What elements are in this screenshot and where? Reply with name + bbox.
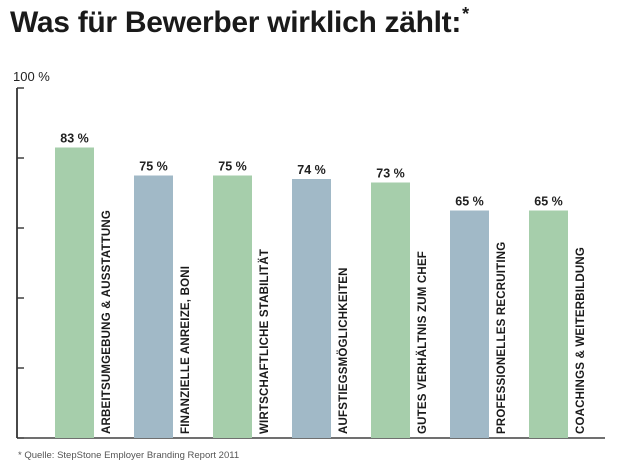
- bar-value-label-1: 83 %: [60, 132, 89, 146]
- bar-value-label-5: 73 %: [376, 167, 405, 181]
- category-label-5: GUTES VERHÄLTNIS ZUM CHEF: [416, 251, 429, 434]
- y-tick-label-top: 100 %: [13, 69, 50, 84]
- category-label-7: COACHINGS & WEITERBILDUNG: [575, 247, 587, 434]
- bar-value-label-6: 65 %: [455, 195, 484, 209]
- bar-2: [134, 175, 173, 438]
- category-label-4: AUFSTIEGSMÖGLICHKEITEN: [337, 267, 350, 434]
- bar-value-label-4: 74 %: [297, 163, 326, 177]
- bar-5: [371, 182, 410, 438]
- category-label-6: PROFESSIONELLES RECRUITING: [496, 242, 508, 434]
- category-label-2: FINANZIELLE ANREIZE, BONI: [180, 266, 192, 434]
- category-label-1: ARBEITSUMGEBUNG & AUSSTATTUNG: [101, 210, 113, 434]
- chart-title: Was für Bewerber wirklich zählt:*: [10, 4, 469, 40]
- chart-title-text: Was für Bewerber wirklich zählt:: [10, 6, 462, 39]
- title-footnote-mark: *: [462, 4, 469, 24]
- category-label-3: WIRTSCHAFTLICHE STABILITÄT: [258, 249, 271, 434]
- bar-1: [55, 147, 94, 438]
- bar-value-label-3: 75 %: [218, 160, 247, 174]
- bar-value-label-2: 75 %: [139, 160, 168, 174]
- bar-6: [450, 210, 489, 438]
- bar-4: [292, 179, 331, 438]
- bar-3: [213, 175, 252, 438]
- source-footnote: * Quelle: StepStone Employer Branding Re…: [18, 450, 240, 461]
- bar-value-label-7: 65 %: [534, 195, 563, 209]
- bar-7: [529, 210, 568, 438]
